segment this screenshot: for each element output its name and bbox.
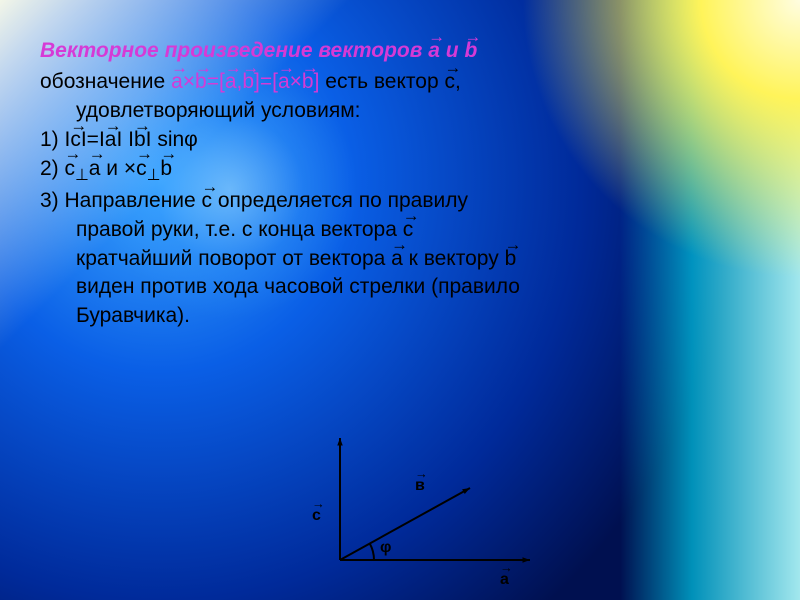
l7-veca: а	[391, 246, 403, 273]
l2-a3: a	[278, 69, 290, 96]
cond-3-l5: Буравчика).	[40, 303, 740, 330]
l2-post1: есть вектор	[319, 70, 444, 93]
cond-3-l1: 3) Направление с определяется по правилу	[40, 188, 740, 215]
l2-b3: b	[302, 69, 314, 96]
cond-2: 2) с⊥а и ×с⊥b	[40, 156, 740, 186]
cond-3-l4: виден против хода часовой стрелки (прави…	[40, 274, 740, 301]
l4-b: b	[160, 156, 172, 183]
l2-eq2: ]=[	[254, 70, 278, 93]
text-content: Векторное произведение векторов а и b об…	[40, 38, 740, 332]
svg-text:φ: φ	[380, 539, 391, 556]
l4-pre: 2)	[40, 157, 65, 180]
l2-c: с	[444, 69, 455, 96]
l5-pre: 3) Направление	[40, 189, 202, 212]
svg-text:→: →	[312, 496, 325, 511]
notation-line: обозначение а×b=[a,b]=[a×b] есть вектор …	[40, 69, 740, 96]
l4-a: а	[89, 156, 101, 183]
svg-text:→: →	[500, 560, 513, 575]
perp-2: ⊥	[147, 167, 161, 184]
l2-b2: b	[242, 69, 254, 96]
l4-c2: с	[136, 156, 147, 183]
slide-root: Векторное произведение векторов а и b об…	[0, 0, 800, 600]
perp-1: ⊥	[75, 167, 89, 184]
l2-a2: a	[225, 69, 237, 96]
title-line: Векторное произведение векторов а и b	[40, 38, 740, 65]
l2-pre: обозначение	[40, 70, 171, 93]
cond-3-l3: кратчайший поворот от вектора а к вектор…	[40, 246, 740, 273]
title-vec-a: а	[428, 38, 440, 65]
svg-text:→: →	[415, 466, 428, 481]
l5-post: определяется по правилу	[212, 189, 468, 212]
l7-vecb: b	[505, 246, 517, 273]
l5-c: с	[202, 188, 213, 215]
l7b: к вектору	[403, 247, 505, 270]
vector-diagram: с→в→а→φ	[270, 430, 570, 590]
l3-a: а	[105, 127, 117, 154]
l7a: кратчайший поворот от вектора	[76, 247, 391, 270]
cond-3-l2: правой руки, т.е. с конца вектора с	[40, 217, 740, 244]
l6a: правой руки, т.е. с конца вектора	[76, 218, 403, 241]
title-vec-b: b	[464, 38, 477, 65]
l2-b: b	[195, 69, 207, 96]
l2-a: а	[171, 69, 183, 96]
l4-c1: с	[65, 156, 76, 183]
l4-mid: и ×	[100, 157, 136, 180]
